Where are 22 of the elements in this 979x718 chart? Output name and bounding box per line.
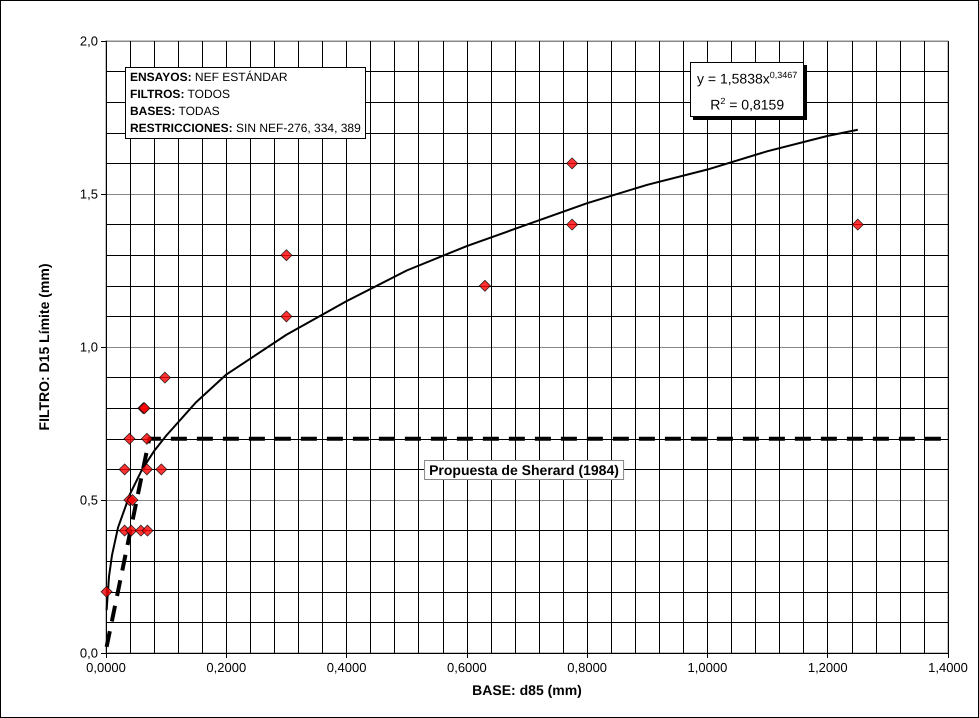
annotation: Propuesta de Sherard (1984) [424,460,624,480]
x-tick-label: 1,2000 [808,660,848,675]
x-tick-label: 0,0000 [86,660,126,675]
annotation: RESTRICCIONES: SIN NEF-276, 334, 389 [130,120,361,137]
annotation: ENSAYOS: NEF ESTÁNDAR [130,69,289,86]
y-tick-label: 0,0 [80,646,98,660]
y-tick-label: 2,0 [80,34,98,48]
x-tick-label: 0,6000 [446,660,487,675]
y-tick-label: 1,0 [80,340,98,354]
annotation: BASES: TODAS [130,103,221,120]
x-axis-title: BASE: d85 (mm) [472,682,582,698]
annotation: R$^{2}$ = 0,8159 [709,94,786,114]
y-axis-title: FILTRO: D15 Límite (mm) [36,264,52,430]
x-tick-label: 0,8000 [567,660,608,675]
annotation: FILTROS: TODOS [130,86,232,103]
x-tick-label: 1,4000 [928,660,968,675]
annotation: y = 1,5838x$^{0,3467}$ [697,69,798,89]
y-tick-label: 1,5 [80,186,98,202]
x-tick-label: 0,2000 [206,660,246,675]
x-tick-label: 0,4000 [326,660,366,675]
x-tick-label: 1,0000 [688,660,728,675]
y-tick-label: 0,5 [80,492,98,508]
